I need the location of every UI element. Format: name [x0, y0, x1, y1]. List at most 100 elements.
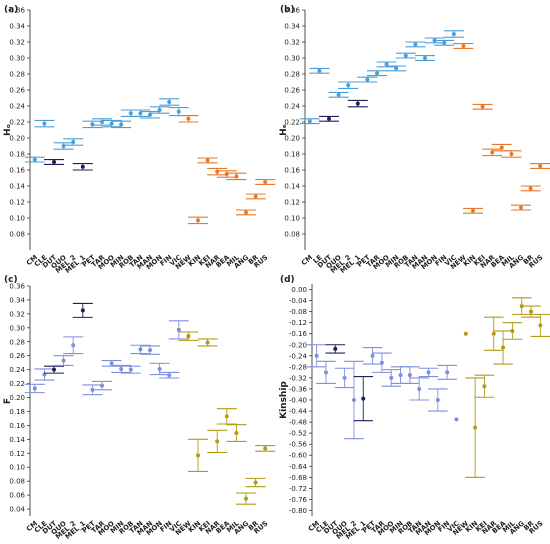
data-point-new [453, 43, 474, 49]
point-marker [176, 327, 181, 332]
point-marker [342, 375, 347, 380]
y-tick-label: 0.12 [9, 199, 25, 207]
data-point-tan [130, 344, 151, 355]
point-marker [461, 44, 466, 48]
point-marker [80, 164, 85, 169]
point-marker [196, 218, 200, 223]
point-marker [244, 496, 248, 501]
point-marker [529, 309, 534, 314]
data-point-tar [367, 70, 387, 77]
y-tick-label: 0.16 [9, 167, 25, 175]
y-tick-label: -0.12 [289, 319, 307, 327]
y-tick-label: -0.28 [289, 363, 307, 371]
data-point-new [463, 331, 468, 336]
point-marker [451, 32, 456, 36]
point-marker [109, 121, 114, 126]
point-marker [509, 152, 514, 156]
point-marker [333, 346, 338, 351]
data-point-fin [159, 98, 180, 106]
y-tick-label: -0.76 [289, 496, 308, 504]
point-marker [119, 122, 124, 127]
panel-label: (c) [4, 275, 18, 285]
y-tick-label: 0.18 [284, 151, 300, 159]
data-point-rob [395, 52, 416, 59]
point-marker [253, 480, 258, 485]
point-marker [528, 186, 533, 191]
data-point-fin [159, 371, 180, 379]
y-tick-label: 0.06 [9, 492, 25, 500]
panel-label: (b) [280, 5, 295, 15]
data-point-tan [130, 109, 151, 117]
point-marker [42, 121, 47, 126]
y-tick-label: 0.14 [9, 183, 25, 191]
y-tick-label: -0.40 [289, 397, 307, 405]
data-point-br [521, 305, 541, 318]
y-tick-label: 0.32 [284, 39, 300, 47]
panel-d: (d)0.00 -0.04 -0.08 -0.12 -0.16 -0.20 -0.24 -0.… [279, 275, 550, 541]
y-axis-title: Kinship [279, 381, 289, 419]
data-point-rus [255, 179, 276, 185]
point-marker [403, 53, 408, 58]
y-tick-label: 0.26 [9, 352, 25, 360]
y-tick-label: -0.20 [289, 341, 307, 349]
point-marker [205, 158, 210, 163]
data-point-mel-2 [338, 81, 359, 89]
data-point-dut [44, 159, 64, 165]
point-marker [370, 353, 375, 358]
point-marker [351, 398, 356, 402]
point-marker [109, 361, 114, 366]
point-marker [32, 157, 37, 162]
y-tick-label: -0.68 [289, 474, 307, 482]
data-point-quo [334, 367, 355, 389]
point-marker [253, 194, 258, 199]
point-marker [215, 439, 220, 444]
point-marker [317, 68, 322, 73]
data-point-kin [465, 377, 485, 478]
point-marker [224, 172, 229, 176]
data-point-tar [372, 352, 392, 373]
point-marker [482, 384, 487, 389]
data-point-br [520, 185, 541, 192]
y-tick-label: 0.16 [284, 167, 300, 175]
y-tick-label: 0.32 [9, 39, 25, 47]
y-tick-label: -0.60 [289, 452, 307, 460]
y-tick-label: 0.10 [9, 215, 25, 223]
point-marker [519, 205, 523, 210]
y-axis-title: Hₑ [279, 124, 289, 136]
y-tick-label: -0.44 [289, 408, 308, 416]
point-marker [186, 116, 191, 121]
y-axis-title: Hₒ [3, 124, 13, 136]
point-marker [336, 92, 341, 97]
data-point-kei [197, 338, 218, 347]
point-marker [375, 71, 379, 76]
point-marker [234, 174, 239, 179]
data-point-kei [472, 103, 493, 110]
point-marker [186, 334, 191, 339]
y-tick-label: 0.36 [284, 7, 300, 15]
point-marker [128, 111, 133, 116]
point-marker [224, 414, 229, 419]
point-marker [490, 150, 495, 155]
y-tick-label: 0.34 [284, 23, 300, 31]
point-marker [417, 386, 422, 391]
data-point-new [178, 331, 199, 341]
data-point-bea [216, 170, 237, 178]
y-tick-label: 0.34 [9, 23, 25, 31]
data-point-mel-1 [353, 375, 374, 422]
point-marker [119, 366, 124, 371]
data-point-vic [168, 107, 189, 117]
y-tick-label: -0.64 [289, 463, 308, 471]
point-marker [426, 370, 431, 375]
data-point-bea [491, 143, 512, 152]
point-marker [538, 323, 543, 328]
y-tick-label: -0.04 [289, 297, 308, 305]
data-point-min [386, 65, 407, 72]
point-marker [389, 375, 394, 380]
point-marker [501, 345, 506, 350]
point-marker [407, 373, 412, 378]
data-point-man [418, 367, 439, 378]
y-tick-label: -0.52 [289, 430, 307, 438]
data-point-quo [328, 91, 349, 98]
y-tick-label: 0.24 [9, 366, 25, 374]
point-marker [61, 358, 66, 363]
